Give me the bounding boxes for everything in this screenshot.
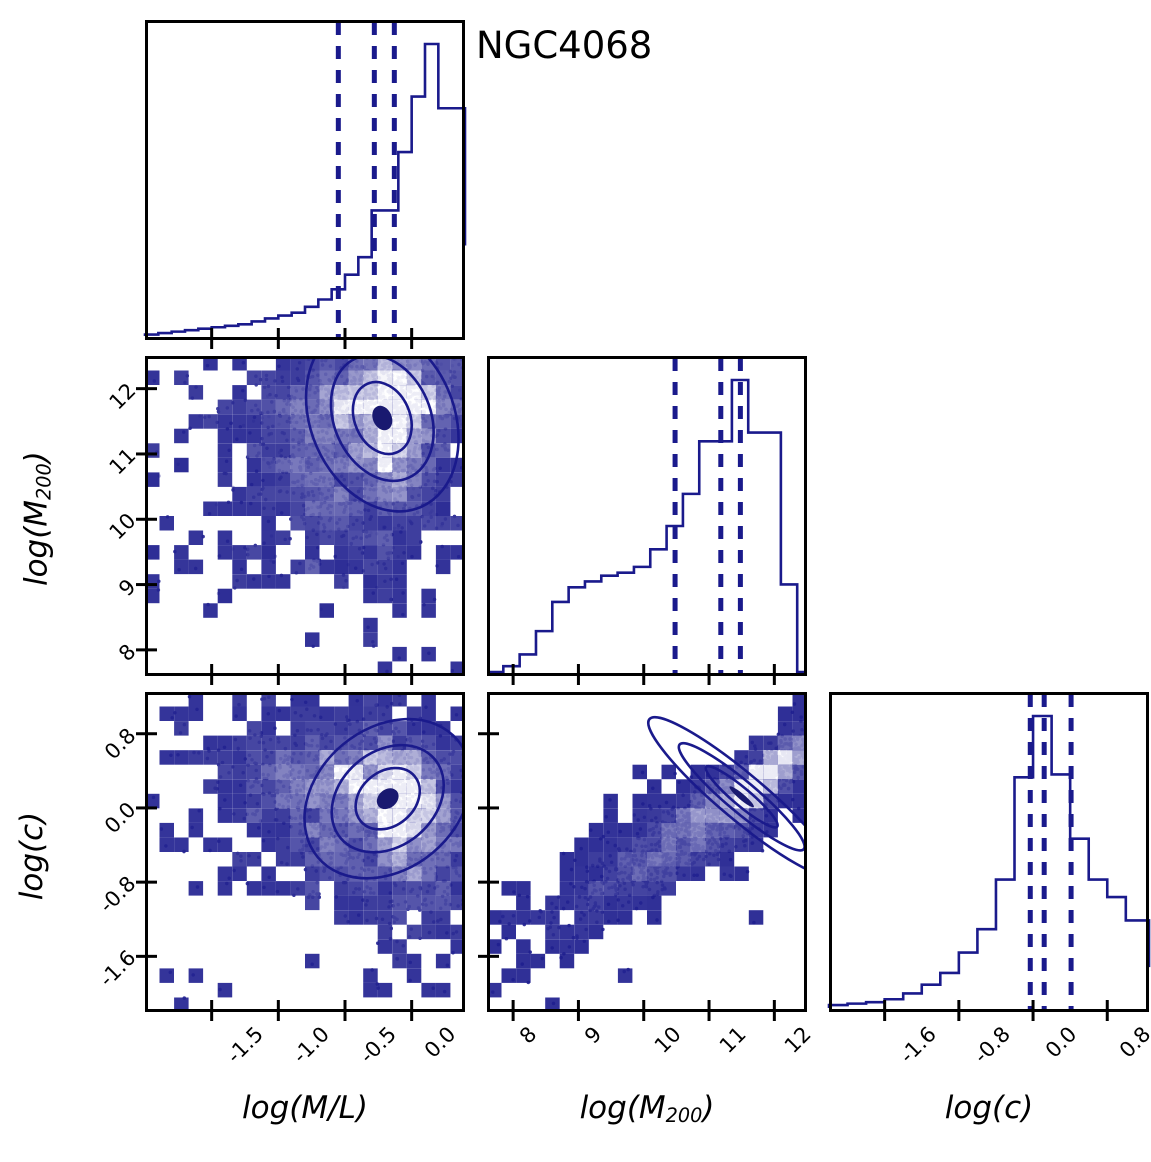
x-tick-m200-3: 11 (715, 1022, 751, 1058)
x-tick-ml-0: -1.5 (222, 1022, 268, 1068)
x-tick-m200-4: 12 (780, 1022, 816, 1058)
x-tick-m200-1: 9 (580, 1022, 606, 1048)
x-axis-title-c: log(c) (829, 1090, 1149, 1126)
x-tick-c-1: -0.8 (969, 1022, 1015, 1068)
x-tick-c-2: 0.0 (1041, 1022, 1082, 1063)
x-axis-title-m200: log(M200) (487, 1090, 807, 1127)
panel-hist-c (827, 692, 1151, 1021)
panel-2d-m200-c (478, 692, 807, 1021)
x-tick-ml-3: 0.0 (419, 1022, 460, 1063)
x-tick-m200-2: 10 (650, 1022, 686, 1058)
panel-2d-ml-c (136, 692, 465, 1021)
panel-hist-ml (143, 20, 467, 349)
x-tick-ml-2: -0.5 (355, 1022, 401, 1068)
x-tick-c-0: -1.6 (895, 1022, 941, 1068)
x-axis-title-ml: log(M/L) (145, 1090, 465, 1126)
page-title: NGC4068 (476, 24, 652, 67)
x-tick-ml-1: -1.0 (288, 1022, 334, 1068)
panel-hist-m200 (487, 356, 807, 685)
x-tick-m200-0: 8 (515, 1022, 541, 1048)
panel-2d-ml-m200 (136, 356, 465, 685)
y-axis-title-c: log(c) (14, 756, 50, 956)
x-tick-c-3: 0.8 (1115, 1022, 1151, 1063)
